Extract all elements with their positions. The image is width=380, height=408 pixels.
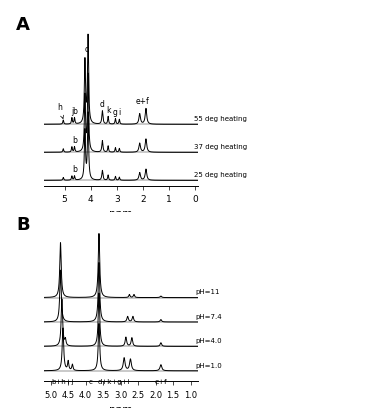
Text: b: b — [72, 136, 77, 145]
Text: h: h — [57, 103, 63, 119]
Text: b: b — [72, 106, 77, 115]
Text: 37 deg heating: 37 deg heating — [194, 144, 247, 150]
X-axis label: ppm: ppm — [109, 209, 132, 219]
Text: pH=11: pH=11 — [196, 289, 220, 295]
X-axis label: ppm: ppm — [109, 405, 132, 408]
Text: A: A — [16, 16, 30, 34]
Text: d: d — [100, 100, 105, 109]
Text: b: b — [72, 165, 77, 174]
Text: 25 deg heating: 25 deg heating — [194, 172, 247, 178]
Text: pH=4.0: pH=4.0 — [196, 338, 222, 344]
Text: c: c — [85, 45, 89, 54]
Text: k: k — [106, 106, 110, 115]
Text: 55 deg heating: 55 deg heating — [194, 116, 247, 122]
Text: e+f: e+f — [155, 379, 167, 385]
Text: pH=7.4: pH=7.4 — [196, 314, 222, 320]
Text: g: g — [113, 108, 118, 117]
Text: B: B — [16, 215, 30, 233]
Text: pH=1.0: pH=1.0 — [196, 363, 223, 369]
Text: j: j — [71, 107, 73, 116]
Text: b+h+j: b+h+j — [52, 379, 74, 385]
Text: c: c — [89, 379, 93, 385]
Text: d+k+g+i: d+k+g+i — [97, 379, 130, 385]
Text: i: i — [118, 109, 120, 118]
Text: e+f: e+f — [136, 97, 150, 106]
